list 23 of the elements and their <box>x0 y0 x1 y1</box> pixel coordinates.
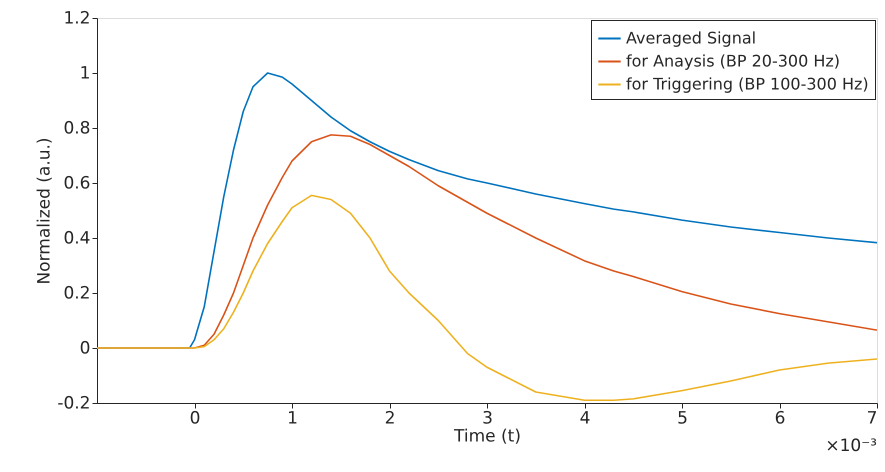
y-tick-label: 0 <box>80 338 90 358</box>
x-tick-label: 5 <box>677 408 688 428</box>
y-tick-label: 1 <box>80 64 90 84</box>
y-axis-title: Normalized (a.u.) <box>34 137 54 285</box>
y-tick-label: 1.2 <box>63 8 90 28</box>
x-tick-label: 1 <box>287 408 298 428</box>
y-tick-label: 0.6 <box>63 174 90 194</box>
x-tick-label: 6 <box>774 408 786 428</box>
x-tick-label: 3 <box>482 408 493 428</box>
y-tick-label: 0.2 <box>63 284 90 304</box>
x-axis-title: Time (t) <box>453 426 521 446</box>
y-tick-label: -0.2 <box>57 394 90 414</box>
x-tick-label: 7 <box>866 408 878 428</box>
x-tick-label: 2 <box>384 408 396 428</box>
text: ×10⁻³ <box>825 436 877 456</box>
y-tick-label: 0.8 <box>63 118 90 138</box>
legend-label: for Anaysis (BP 20-300 Hz) <box>626 52 840 70</box>
x-tick-label: 0 <box>190 408 200 428</box>
legend-label: Averaged Signal <box>626 28 756 48</box>
legend-label: for Triggering (BP 100-300 Hz) <box>626 74 869 94</box>
x-tick-label: 4 <box>580 408 590 428</box>
line-series <box>97 194 877 402</box>
y-tick-label: 0.4 <box>63 228 90 248</box>
